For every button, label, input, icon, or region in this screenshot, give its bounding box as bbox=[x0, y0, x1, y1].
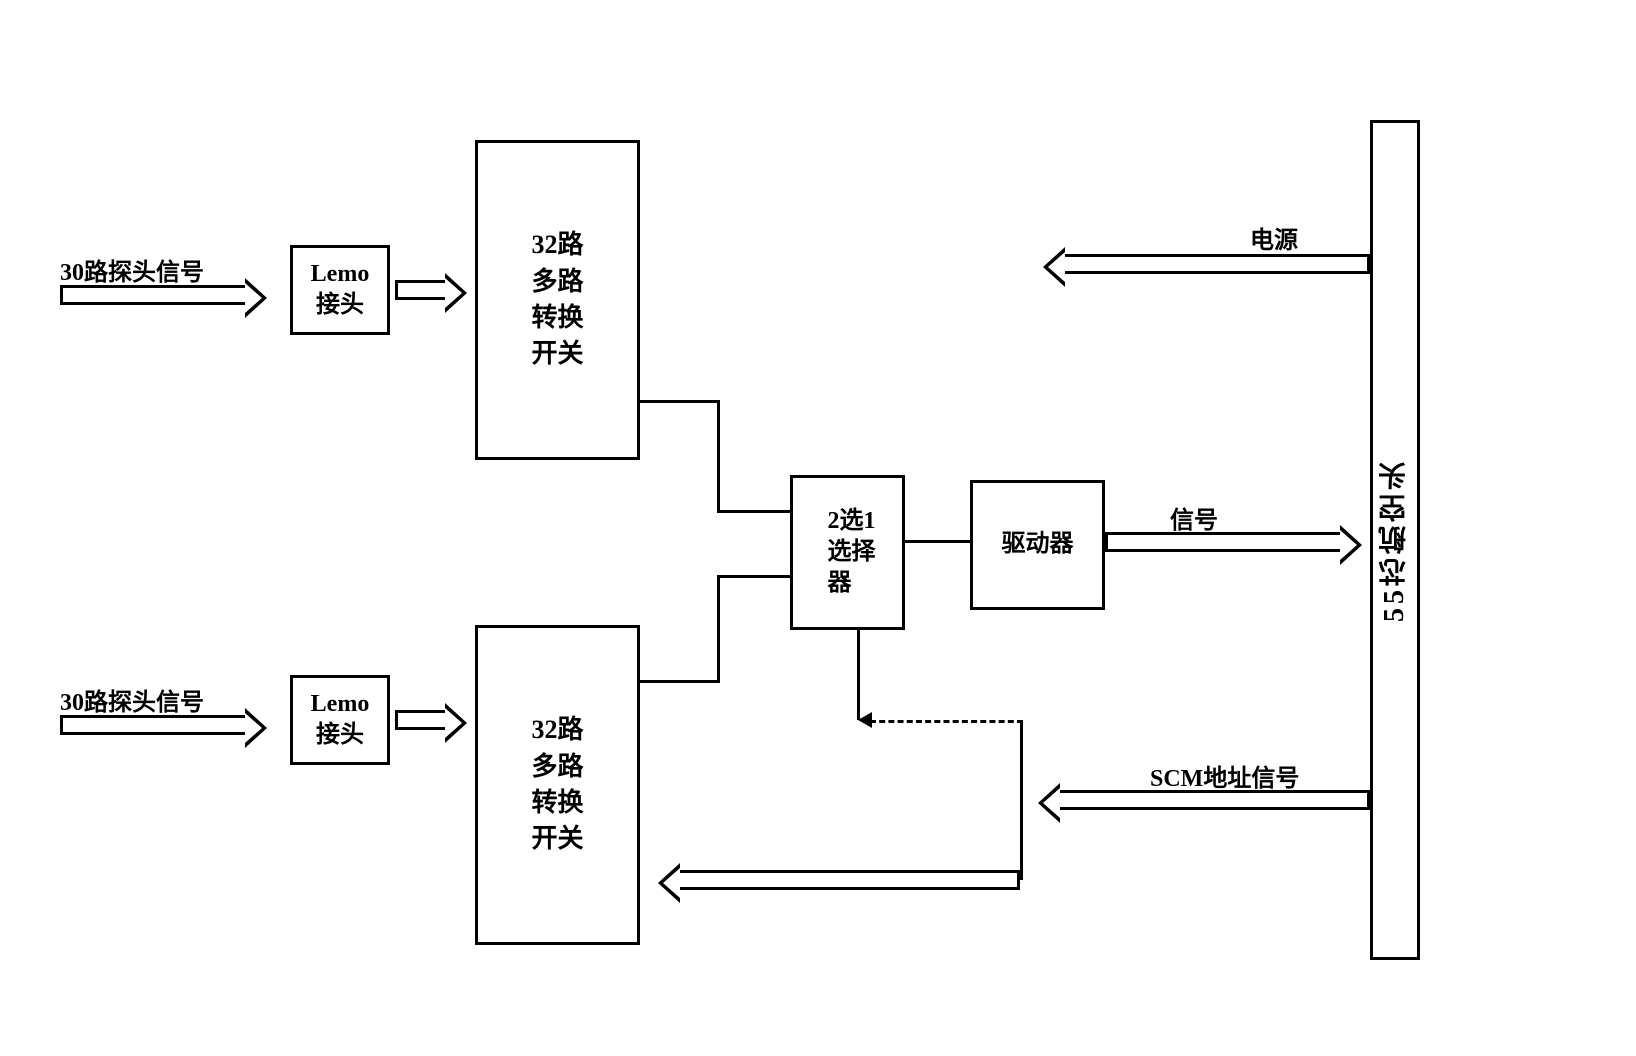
mux-box-2: 32路 多路 转换 开关 bbox=[475, 625, 640, 945]
line-mux2-v bbox=[717, 575, 720, 683]
arrow-signal-in-2 bbox=[60, 715, 245, 735]
bus-bar: 55芯航空头 bbox=[1370, 120, 1420, 960]
mux-box-1: 32路 多路 转换 开关 bbox=[475, 140, 640, 460]
line-mux1-sel bbox=[717, 510, 790, 513]
dashed-v bbox=[1020, 720, 1023, 880]
line-mux2-h bbox=[640, 680, 720, 683]
line-mux1-h bbox=[640, 400, 720, 403]
arrow-lemo-mux-1 bbox=[395, 280, 445, 300]
selector-label: 2选1 选择 器 bbox=[820, 506, 876, 600]
scm-label: SCM地址信号 bbox=[1150, 758, 1299, 793]
selector-box: 2选1 选择 器 bbox=[790, 475, 905, 630]
line-mux2-sel bbox=[717, 575, 790, 578]
signal-in-1-label: 30路探头信号 bbox=[60, 252, 204, 287]
power-label: 电源 bbox=[1250, 220, 1298, 255]
arrow-scm bbox=[1060, 790, 1370, 810]
dashed-h1 bbox=[870, 720, 1023, 723]
lemo-label-2: Lemo 接头 bbox=[311, 689, 370, 751]
signal-in-2-label: 30路探头信号 bbox=[60, 682, 204, 717]
dashed-arrow-1 bbox=[858, 712, 872, 728]
line-mux1-v bbox=[717, 400, 720, 513]
lemo-label-1: Lemo 接头 bbox=[311, 259, 370, 321]
lemo-box-2: Lemo 接头 bbox=[290, 675, 390, 765]
bus-label: 55芯航空头 bbox=[1375, 458, 1415, 622]
arrow-signal-out bbox=[1105, 532, 1340, 552]
arrow-addr-mux bbox=[680, 870, 1020, 890]
arrow-signal-in-1 bbox=[60, 285, 245, 305]
lemo-box-1: Lemo 接头 bbox=[290, 245, 390, 335]
driver-box: 驱动器 bbox=[970, 480, 1105, 610]
mux-label-2: 32路 多路 转换 开关 bbox=[531, 712, 583, 858]
arrow-lemo-mux-2 bbox=[395, 710, 445, 730]
mux-label-1: 32路 多路 转换 开关 bbox=[531, 227, 583, 373]
driver-label: 驱动器 bbox=[1002, 529, 1074, 560]
arrow-power bbox=[1065, 254, 1370, 274]
signal-out-label: 信号 bbox=[1170, 500, 1218, 535]
line-sel-drv bbox=[905, 540, 970, 543]
sel-to-dash bbox=[857, 630, 860, 720]
